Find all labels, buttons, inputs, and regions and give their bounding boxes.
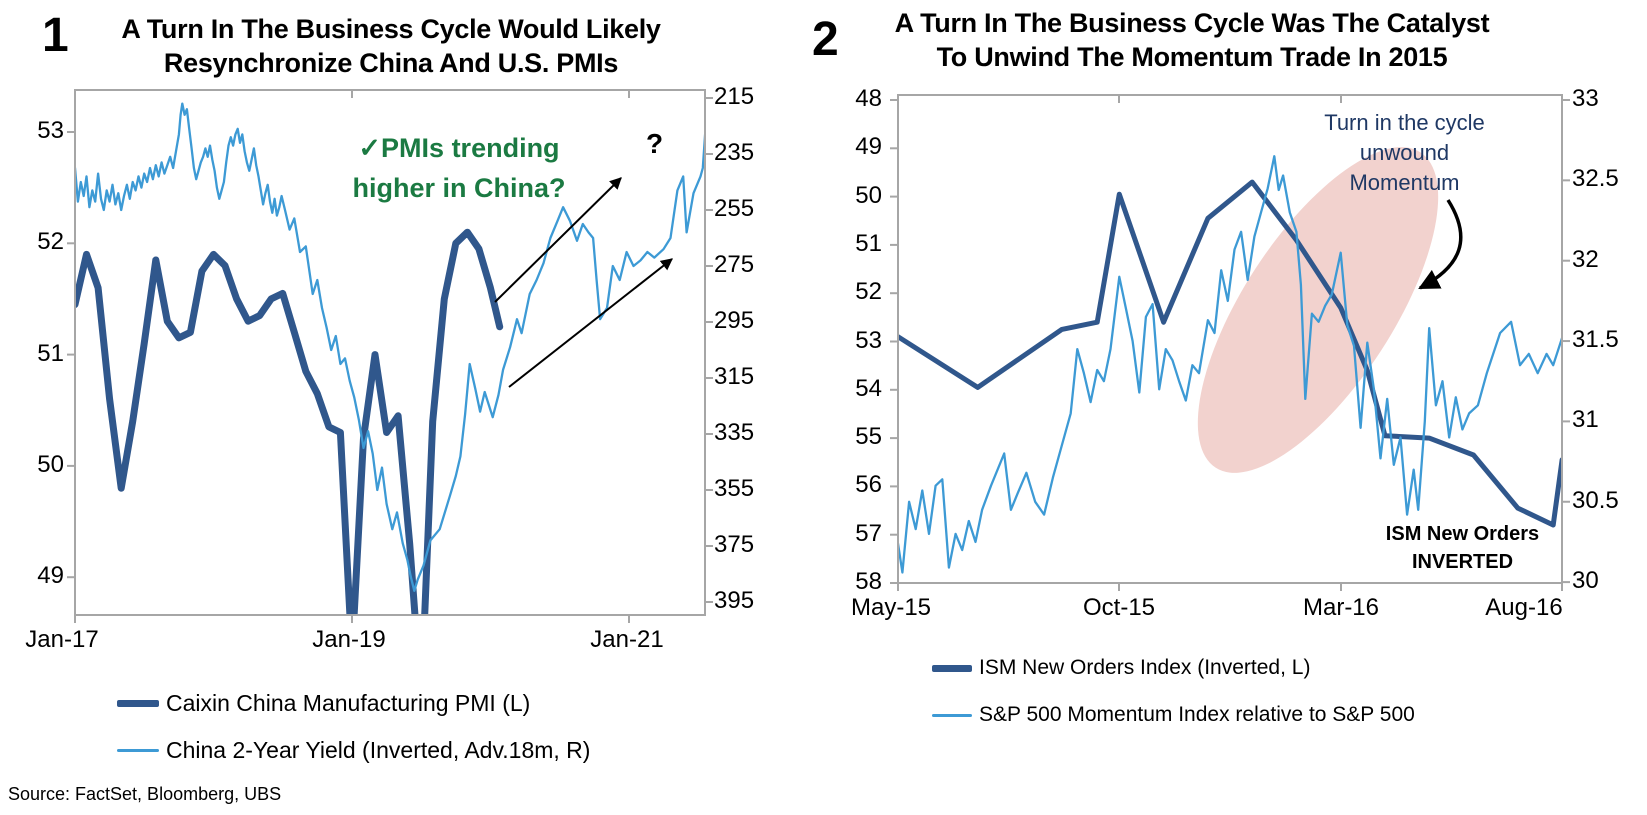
right-axis-tick-label: 235 xyxy=(714,139,755,166)
chart1-green-annotation-line2: higher in China? xyxy=(352,173,566,203)
chart2-legend-item-momentum: S&P 500 Momentum Index relative to S&P 5… xyxy=(932,703,1415,727)
right-axis-tick-label: 315 xyxy=(714,363,755,390)
chart2-number-badge: 2 xyxy=(812,13,839,66)
left-axis-tick-label: 51 xyxy=(37,339,64,367)
left-axis-tick-label: 52 xyxy=(37,228,64,256)
right-axis-tick-label: 31.5 xyxy=(1572,326,1619,354)
left-axis-tick-label: 58 xyxy=(855,568,882,595)
right-axis-tick-label: 33 xyxy=(1572,85,1599,112)
chart1-title-line2: Resynchronize China And U.S. PMIs xyxy=(163,48,619,78)
chart1-title-line1: A Turn In The Business Cycle Would Likel… xyxy=(121,14,661,44)
chart1-question-mark-annotation: ? xyxy=(646,128,664,159)
chart2-legend-item-ism: ISM New Orders Index (Inverted, L) xyxy=(932,656,1310,680)
left-axis-tick-label: 53 xyxy=(855,326,882,354)
legend-swatch-thin-line xyxy=(117,749,159,752)
left-axis-tick-label: 49 xyxy=(37,562,64,590)
chart2-title: A Turn In The Business Cycle Was The Cat… xyxy=(858,6,1526,74)
right-axis-tick-label: 295 xyxy=(714,307,755,334)
chart1-title: A Turn In The Business Cycle Would Likel… xyxy=(85,12,697,80)
left-axis-tick-label: 55 xyxy=(855,423,882,451)
x-axis-tick-label: May-15 xyxy=(850,594,932,621)
chart1-legend-item-yield: China 2-Year Yield (Inverted, Adv.18m, R… xyxy=(117,737,590,764)
left-axis-tick-label: 50 xyxy=(855,181,882,209)
legend-swatch-thin-line xyxy=(932,713,972,717)
chart2-title-line1: A Turn In The Business Cycle Was The Cat… xyxy=(894,8,1490,38)
chart1-number-badge: 1 xyxy=(42,9,69,62)
left-axis-tick-label: 49 xyxy=(855,133,882,161)
x-axis-tick-label: Jan-17 xyxy=(25,626,99,653)
legend-label: ISM New Orders Index (Inverted, L) xyxy=(979,656,1311,679)
right-axis-tick-label: 215 xyxy=(714,83,755,110)
x-axis-tick-label: Aug-16 xyxy=(1485,594,1563,621)
right-axis-tick-label: 275 xyxy=(714,251,755,278)
legend-swatch-thick-line xyxy=(117,700,159,707)
checkmark-icon-and-text: ✓PMIs trending xyxy=(358,133,560,163)
right-axis-tick-label: 375 xyxy=(714,531,755,558)
turn-annotation-line3: Momentum xyxy=(1349,170,1460,195)
left-axis-tick-label: 56 xyxy=(855,471,882,499)
right-axis-tick-label: 395 xyxy=(714,587,755,614)
right-axis-tick-label: 31 xyxy=(1572,406,1599,434)
source-note: Source: FactSet, Bloomberg, UBS xyxy=(8,784,282,804)
ism-note-line2: INVERTED xyxy=(1411,551,1514,573)
right-axis-tick-label: 32.5 xyxy=(1572,165,1619,193)
left-axis-tick-label: 50 xyxy=(37,450,64,478)
right-axis-tick-label: 335 xyxy=(714,419,755,446)
left-axis-tick-label: 51 xyxy=(855,229,882,257)
x-axis-tick-label: Oct-15 xyxy=(1082,594,1156,621)
right-axis-tick-label: 355 xyxy=(714,475,755,502)
turn-annotation-line1: Turn in the cycle xyxy=(1324,110,1485,135)
right-axis-tick-label: 32 xyxy=(1572,245,1599,273)
left-axis-tick-label: 57 xyxy=(855,519,882,547)
x-axis-tick-label: Mar-16 xyxy=(1302,594,1380,621)
chart2-title-line2: To Unwind The Momentum Trade In 2015 xyxy=(936,42,1448,72)
chart2-turn-annotation: Turn in the cycle unwound Momentum xyxy=(1282,108,1527,198)
left-axis-tick-label: 52 xyxy=(855,278,882,306)
left-axis-tick-label: 54 xyxy=(855,374,882,402)
ism-note-line1: ISM New Orders xyxy=(1385,523,1540,545)
legend-label: S&P 500 Momentum Index relative to S&P 5… xyxy=(979,703,1415,726)
left-axis-tick-label: 53 xyxy=(37,117,64,144)
x-axis-tick-label: Jan-19 xyxy=(312,626,386,653)
x-axis-tick-label: Jan-21 xyxy=(590,626,664,653)
legend-swatch-thick-line xyxy=(932,664,972,672)
chart1-green-annotation: ✓PMIs trending higher in China? xyxy=(327,128,591,208)
chart2-ism-inverted-note: ISM New Orders INVERTED xyxy=(1350,520,1575,576)
legend-label: China 2-Year Yield (Inverted, Adv.18m, R… xyxy=(166,737,591,763)
legend-label: Caixin China Manufacturing PMI (L) xyxy=(166,690,531,716)
turn-annotation-line2: unwound xyxy=(1359,140,1450,165)
right-axis-tick-label: 255 xyxy=(714,195,755,222)
right-axis-tick-label: 30 xyxy=(1572,567,1599,595)
left-axis-tick-label: 48 xyxy=(855,85,882,112)
chart1-legend-item-pmi: Caixin China Manufacturing PMI (L) xyxy=(117,690,530,717)
right-axis-tick-label: 30.5 xyxy=(1572,486,1619,514)
